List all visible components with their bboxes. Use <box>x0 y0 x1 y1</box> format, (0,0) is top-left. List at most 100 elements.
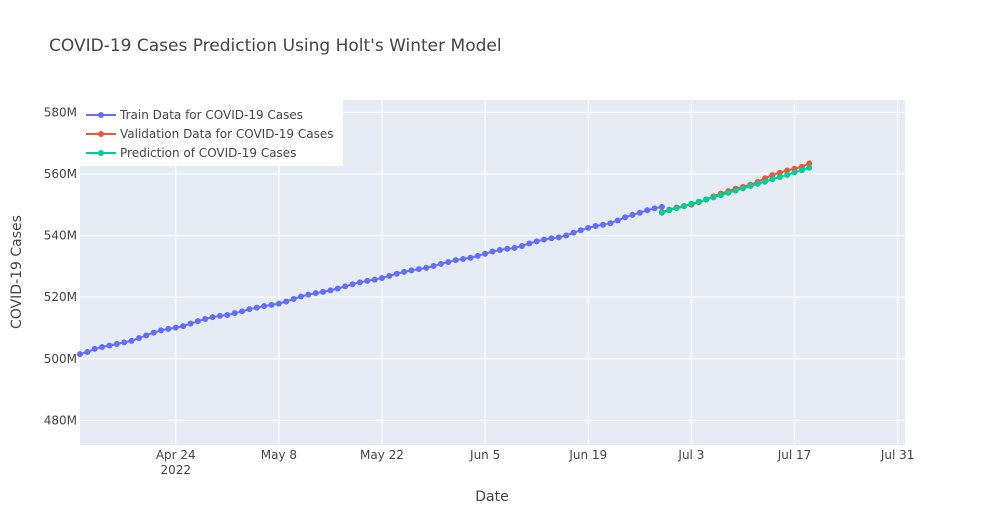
data-point[interactable] <box>570 229 577 236</box>
data-point[interactable] <box>327 287 334 294</box>
data-point[interactable] <box>511 244 518 251</box>
data-point[interactable] <box>187 320 194 327</box>
data-point[interactable] <box>666 207 673 214</box>
data-point[interactable] <box>202 316 209 323</box>
data-point[interactable] <box>717 192 724 199</box>
data-point[interactable] <box>629 211 636 218</box>
data-point[interactable] <box>194 318 201 325</box>
data-point[interactable] <box>592 222 599 229</box>
data-point[interactable] <box>216 312 223 319</box>
data-point[interactable] <box>526 240 533 247</box>
data-point[interactable] <box>143 332 150 339</box>
data-point[interactable] <box>84 348 91 355</box>
data-point[interactable] <box>371 276 378 283</box>
data-point[interactable] <box>408 267 415 274</box>
data-point[interactable] <box>658 203 665 210</box>
data-point[interactable] <box>769 176 776 183</box>
data-point[interactable] <box>754 180 761 187</box>
data-point[interactable] <box>106 342 113 349</box>
data-point[interactable] <box>268 301 275 308</box>
data-point[interactable] <box>209 314 216 321</box>
data-point[interactable] <box>474 252 481 259</box>
data-point[interactable] <box>415 266 422 273</box>
data-point[interactable] <box>798 167 805 174</box>
data-point[interactable] <box>349 281 356 288</box>
data-point[interactable] <box>312 290 319 297</box>
data-point[interactable] <box>651 205 658 212</box>
data-point[interactable] <box>99 344 106 351</box>
data-point[interactable] <box>320 288 327 295</box>
data-point[interactable] <box>776 174 783 181</box>
data-point[interactable] <box>791 169 798 176</box>
data-point[interactable] <box>342 283 349 290</box>
data-point[interactable] <box>577 227 584 234</box>
data-point[interactable] <box>305 291 312 298</box>
data-point[interactable] <box>239 308 246 315</box>
data-point[interactable] <box>290 295 297 302</box>
data-point[interactable] <box>806 160 813 167</box>
data-point[interactable] <box>334 285 341 292</box>
legend-item[interactable]: Train Data for COVID-19 Cases <box>86 108 303 122</box>
data-point[interactable] <box>732 187 739 194</box>
data-point[interactable] <box>393 270 400 277</box>
data-point[interactable] <box>364 277 371 284</box>
data-point[interactable] <box>489 248 496 255</box>
data-point[interactable] <box>636 209 643 216</box>
data-point[interactable] <box>784 167 791 174</box>
data-point[interactable] <box>423 264 430 271</box>
data-point[interactable] <box>614 217 621 224</box>
data-point[interactable] <box>246 306 253 313</box>
data-point[interactable] <box>681 203 688 210</box>
data-point[interactable] <box>283 298 290 305</box>
data-point[interactable] <box>77 351 83 358</box>
data-point[interactable] <box>128 337 135 344</box>
data-point[interactable] <box>135 335 142 342</box>
data-point[interactable] <box>231 310 238 317</box>
data-point[interactable] <box>158 327 165 334</box>
data-point[interactable] <box>180 323 187 330</box>
data-point[interactable] <box>806 164 813 171</box>
data-point[interactable] <box>739 185 746 192</box>
data-point[interactable] <box>563 232 570 239</box>
data-point[interactable] <box>555 234 562 241</box>
data-point[interactable] <box>482 250 489 257</box>
data-point[interactable] <box>695 198 702 205</box>
data-point[interactable] <box>401 268 408 275</box>
data-point[interactable] <box>253 304 260 311</box>
data-point[interactable] <box>91 345 98 352</box>
data-point[interactable] <box>673 205 680 212</box>
data-point[interactable] <box>275 300 282 307</box>
data-point[interactable] <box>172 324 179 331</box>
data-point[interactable] <box>386 272 393 279</box>
data-point[interactable] <box>261 303 268 310</box>
data-point[interactable] <box>585 224 592 231</box>
legend[interactable]: Train Data for COVID-19 Cases Validation … <box>80 100 343 166</box>
data-point[interactable] <box>504 245 511 252</box>
data-point[interactable] <box>688 200 695 207</box>
data-point[interactable] <box>541 236 548 243</box>
data-point[interactable] <box>460 255 467 262</box>
data-point[interactable] <box>599 221 606 228</box>
legend-item[interactable]: Validation Data for COVID-19 Cases <box>86 127 334 141</box>
data-point[interactable] <box>452 257 459 264</box>
data-point[interactable] <box>784 171 791 178</box>
data-point[interactable] <box>725 189 732 196</box>
data-point[interactable] <box>165 325 172 332</box>
data-point[interactable] <box>710 194 717 201</box>
data-point[interactable] <box>607 220 614 227</box>
data-point[interactable] <box>703 196 710 203</box>
data-point[interactable] <box>379 275 386 282</box>
data-point[interactable] <box>297 293 304 300</box>
data-point[interactable] <box>430 263 437 270</box>
data-point[interactable] <box>437 260 444 267</box>
data-point[interactable] <box>548 235 555 242</box>
data-point[interactable] <box>533 238 540 245</box>
data-point[interactable] <box>776 169 783 176</box>
data-point[interactable] <box>747 182 754 189</box>
data-point[interactable] <box>644 207 651 214</box>
legend-item[interactable]: Prediction of COVID-19 Cases <box>86 146 296 160</box>
data-point[interactable] <box>518 243 525 250</box>
data-point[interactable] <box>762 178 769 185</box>
data-point[interactable] <box>121 339 128 346</box>
data-point[interactable] <box>467 254 474 261</box>
